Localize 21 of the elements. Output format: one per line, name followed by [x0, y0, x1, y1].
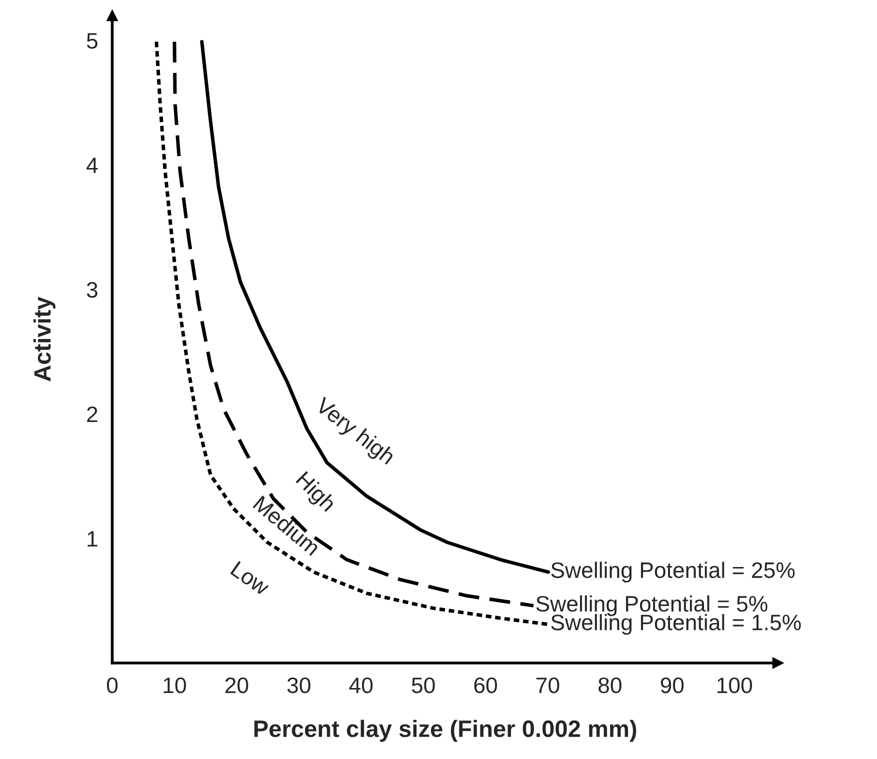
- y-axis-title: Activity: [33, 296, 56, 382]
- x-tick-label: 40: [349, 677, 373, 694]
- x-tick-label: 30: [287, 677, 310, 694]
- y-tick-label: 5: [86, 33, 98, 49]
- x-tick-label: 60: [474, 677, 498, 694]
- x-tick-label: 90: [660, 677, 684, 694]
- series-label: Swelling Potential = 1.5%: [551, 614, 801, 635]
- y-tick-label: 2: [87, 406, 98, 422]
- x-tick-label: 50: [412, 677, 435, 694]
- y-tick-label: 1: [88, 531, 98, 547]
- x-axis-title: Percent clay size (Finer 0.002 mm): [254, 720, 636, 742]
- x-tick-label: 20: [225, 677, 248, 694]
- x-tick-label: 10: [164, 677, 186, 694]
- y-tick-label: 3: [86, 282, 98, 298]
- y-tick-label: 4: [86, 158, 98, 174]
- x-tick-label: 70: [536, 677, 560, 694]
- series-label: Swelling Potential = 25%: [551, 562, 795, 582]
- x-tick-label: 80: [598, 677, 622, 694]
- x-tick-label: 0: [106, 677, 118, 694]
- annotation: Low: [230, 561, 271, 596]
- x-tick-label: 100: [718, 677, 752, 694]
